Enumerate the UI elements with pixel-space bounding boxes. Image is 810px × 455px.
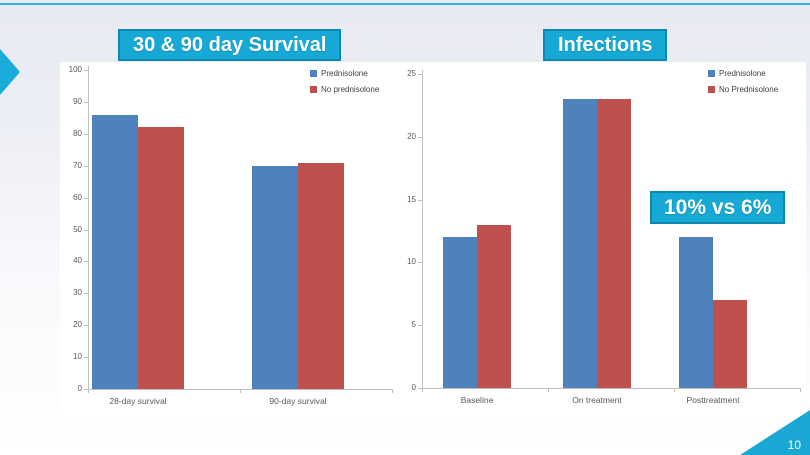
bar-no-prednisolone-1 (597, 99, 631, 388)
y-tick-label: 20 (407, 131, 416, 141)
legend: Prednisolone No Prednisolone (708, 69, 778, 101)
y-tick-label: 0 (77, 384, 82, 393)
y-tick-label: 15 (407, 194, 416, 204)
legend-swatch-icon (708, 70, 715, 77)
y-tick-mark (84, 325, 88, 327)
survival-bar-chart: 0 10 20 30 40 50 60 70 80 90 100 28-day survival 90-… (60, 62, 400, 418)
y-tick-mark (418, 388, 422, 389)
bar-prednisolone-1 (252, 165, 298, 389)
x-tick-mark (88, 389, 89, 393)
y-tick-mark (84, 229, 88, 231)
y-tick-label: 10 (407, 257, 416, 267)
x-tick-mark (548, 388, 549, 392)
y-tick-label: 70 (73, 160, 82, 170)
x-tick-mark (392, 389, 393, 393)
category-label: On treatment (572, 395, 622, 405)
legend-label: Prednisolone (321, 69, 368, 78)
y-tick-label: 90 (73, 96, 82, 106)
y-tick-mark (84, 293, 88, 295)
category-label: Posttreatment (686, 395, 740, 405)
y-axis (422, 70, 423, 389)
legend-label: Prednisolone (719, 69, 766, 78)
page-corner-triangle (740, 410, 810, 455)
y-tick-mark (84, 165, 88, 167)
x-axis (422, 388, 800, 389)
bar-no-prednisolone-0 (477, 224, 511, 388)
x-tick-mark (800, 388, 801, 392)
legend-label: No Prednisolone (719, 85, 779, 94)
y-tick-label: 50 (73, 224, 82, 234)
y-tick-label: 25 (407, 69, 416, 78)
legend-swatch-icon (310, 86, 317, 93)
legend-item: No Prednisolone (708, 85, 778, 94)
y-tick-mark (418, 199, 422, 201)
top-accent-rule (0, 3, 810, 5)
bar-no-prednisolone-0 (138, 127, 184, 389)
y-tick-mark (418, 136, 422, 138)
y-axis (88, 66, 89, 390)
legend-label: No prednisolone (321, 85, 380, 94)
y-tick-mark (84, 261, 88, 263)
y-tick-label: 60 (73, 192, 82, 202)
category-label: Baseline (460, 395, 494, 405)
x-tick-mark (422, 388, 423, 392)
bar-no-prednisolone-2 (713, 300, 747, 388)
legend: Prednisolone No prednisolone (310, 69, 379, 101)
y-tick-label: 40 (73, 256, 82, 266)
x-tick-mark (240, 389, 241, 393)
chart-title-infections: Infections (543, 29, 668, 61)
y-tick-mark (84, 101, 88, 103)
legend-item: Prednisolone (708, 69, 778, 78)
bar-no-prednisolone-1 (298, 162, 344, 389)
y-tick-label: 100 (68, 65, 82, 74)
bar-prednisolone-2 (679, 237, 713, 388)
legend-item: Prednisolone (310, 69, 379, 78)
y-tick-label: 30 (73, 288, 82, 298)
y-tick-label: 10 (73, 352, 82, 362)
left-arrow-icon (0, 49, 20, 95)
y-tick-mark (84, 133, 88, 135)
y-tick-mark (84, 389, 88, 390)
y-tick-label: 80 (73, 128, 82, 138)
y-tick-label: 0 (411, 383, 416, 392)
y-tick-mark (84, 70, 88, 71)
y-tick-mark (418, 325, 422, 327)
y-tick-mark (84, 357, 88, 359)
y-tick-mark (418, 74, 422, 75)
y-tick-label: 5 (411, 320, 416, 330)
y-tick-mark (418, 262, 422, 264)
y-tick-mark (84, 197, 88, 199)
bar-prednisolone-1 (563, 99, 597, 388)
category-label: 28-day survival (109, 396, 167, 406)
chart-title-survival: 30 & 90 day Survival (118, 29, 342, 61)
infections-bar-chart: 0 5 10 15 20 25 Baseline On treatment Posttreatm… (398, 62, 806, 418)
y-tick-label: 20 (73, 320, 82, 330)
page-number: 10 (787, 438, 801, 452)
bar-prednisolone-0 (443, 237, 477, 388)
infection-rate-callout: 10% vs 6% (650, 191, 786, 224)
x-tick-mark (674, 388, 675, 392)
legend-item: No prednisolone (310, 85, 379, 94)
bar-prednisolone-0 (92, 114, 138, 389)
legend-swatch-icon (310, 70, 317, 77)
legend-swatch-icon (708, 86, 715, 93)
category-label: 90-day survival (269, 396, 327, 406)
